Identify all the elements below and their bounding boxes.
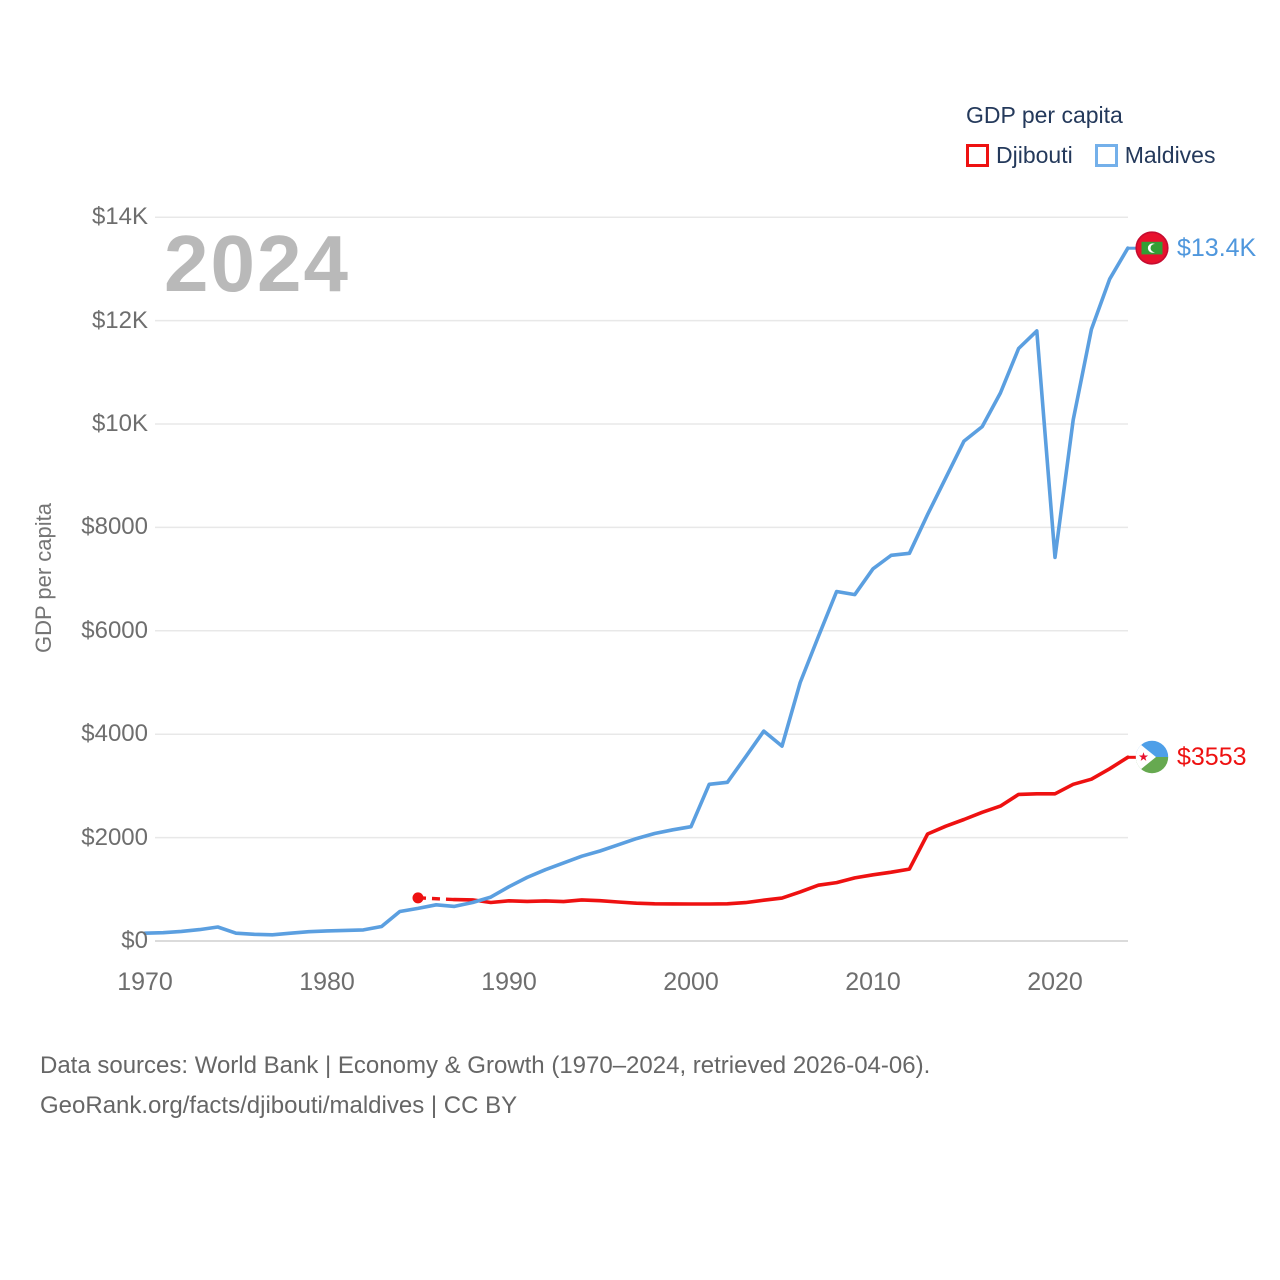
maldives-swatch-icon	[1094, 144, 1118, 167]
year-watermark: 2024	[164, 219, 350, 308]
footer: Data sources: World Bank | Economy & Gro…	[40, 1046, 930, 1126]
legend-label-djibouti: Djibouti	[996, 142, 1073, 168]
y-tick-label: $0	[121, 927, 148, 954]
y-tick-label: $10K	[91, 410, 148, 437]
footer-attribution-line: GeoRank.org/facts/djibouti/maldives | CC…	[40, 1092, 518, 1119]
djibouti-swatch-icon	[966, 144, 989, 167]
djibouti-end-label: $3553	[1135, 740, 1247, 774]
y-tick-label: $8000	[81, 513, 148, 541]
legend-title: GDP per capita	[966, 102, 1123, 128]
y-tick-label: $2000	[81, 823, 148, 851]
maldives-end-label: $13.4K	[1135, 231, 1256, 265]
djibouti-value-label: $3553	[1177, 742, 1247, 771]
legend-item-djibouti[interactable]: Djibouti	[966, 142, 1073, 169]
x-tick-label: 1990	[481, 968, 537, 996]
maldives-flag-icon	[1135, 231, 1169, 265]
legend-label-maldives: Maldives	[1124, 142, 1216, 168]
y-tick-label: $12K	[91, 306, 148, 334]
x-tick-label: 1980	[299, 968, 355, 996]
djibouti-line	[452, 755, 1130, 906]
y-tick-label: $6000	[81, 616, 148, 644]
legend: GDP per capita Djibouti Maldives	[966, 102, 1215, 169]
legend-item-maldives[interactable]: Maldives	[1094, 142, 1216, 169]
x-tick-label: 2000	[663, 968, 719, 996]
footer-source-line: Data sources: World Bank | Economy & Gro…	[40, 1052, 931, 1079]
djibouti-dashed-segment	[417, 896, 455, 902]
legend-row: Djibouti Maldives	[966, 142, 1215, 169]
maldives-value-label: $13.4K	[1177, 233, 1257, 262]
x-tick-label: 2020	[1027, 968, 1083, 996]
y-tick-label: $4000	[81, 720, 148, 748]
x-tick-label: 2010	[845, 968, 901, 996]
x-tick-label: 1970	[117, 968, 173, 996]
maldives-line	[143, 246, 1130, 937]
y-tick-label: $14K	[91, 203, 148, 231]
djibouti-flag-icon	[1135, 741, 1169, 774]
